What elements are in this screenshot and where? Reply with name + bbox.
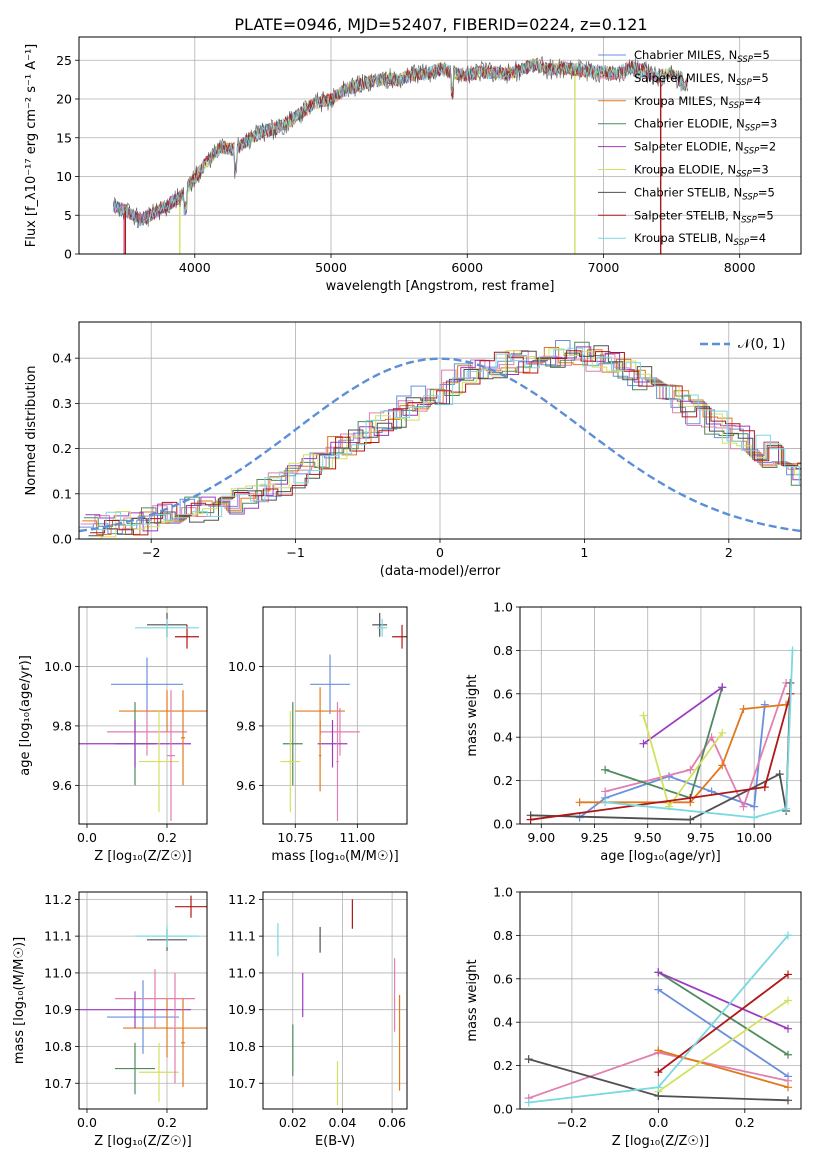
tick-label-x: 0.0 (77, 830, 97, 845)
x-axis-label: age [log₁₀(age/yr)] (600, 849, 721, 864)
x-axis-label: E(B-V) (315, 1134, 355, 1149)
tick-label-x: 10.75 (277, 830, 313, 845)
tick-label-y: 11.2 (44, 892, 72, 907)
tick-label-y: 0.4 (52, 351, 72, 366)
x-axis-label: Z [log₁₀(Z/Z☉)] (94, 1134, 191, 1149)
tick-label-y: 9.8 (52, 718, 72, 733)
tick-label-y: 10.8 (44, 1039, 72, 1054)
tick-label-y: 0.0 (493, 1102, 513, 1117)
tick-label-x: −2 (142, 545, 160, 560)
x-axis-label: wavelength [Angstrom, rest frame] (326, 279, 555, 294)
tick-label-x: 2 (725, 545, 733, 560)
x-axis-label: Z [log₁₀(Z/Z☉)] (612, 1134, 709, 1149)
tick-label-y: 0.6 (493, 971, 513, 986)
y-axis-label: mass [log₁₀(M/M☉)] (12, 937, 27, 1064)
tick-label-x: 0.2 (735, 1115, 755, 1130)
tick-label-x: 10.00 (736, 830, 772, 845)
y-axis-label: age [log₁₀(age/yr)] (18, 655, 33, 776)
tick-label-y: 0.4 (493, 1015, 513, 1030)
tick-label-x: 9.25 (581, 830, 609, 845)
tick-label-x: 9.00 (527, 830, 555, 845)
tick-label-y: 11.1 (228, 929, 256, 944)
y-axis-label: Normed distribution (24, 366, 39, 496)
tick-label-y: 9.8 (236, 718, 256, 733)
tick-label-x: 0 (436, 545, 444, 560)
tick-label-y: 11.1 (44, 929, 72, 944)
tick-label-y: 10.7 (44, 1076, 72, 1091)
x-axis-label: mass [log₁₀(M/M☉)] (271, 849, 398, 864)
tick-label-x: 8000 (724, 260, 756, 275)
tick-label-x: 9.75 (687, 830, 715, 845)
tick-label-y: 9.6 (236, 778, 256, 793)
tick-label-y: 11.2 (228, 892, 256, 907)
tick-label-y: 10.9 (44, 1002, 72, 1017)
tick-label-y: 1.0 (493, 600, 513, 615)
tick-label-y: 0.3 (52, 396, 72, 411)
tick-label-x: 1 (580, 545, 588, 560)
tick-label-y: 10.0 (228, 659, 256, 674)
tick-label-x: 7000 (588, 260, 620, 275)
tick-label-y: 11.0 (44, 965, 72, 980)
tick-label-y: 10 (56, 169, 72, 184)
tick-label-x: 11.00 (339, 830, 375, 845)
tick-label-x: 0.0 (648, 1115, 668, 1130)
tick-label-y: 10.7 (228, 1076, 256, 1091)
tick-label-y: 10.9 (228, 1002, 256, 1017)
tick-label-y: 1.0 (493, 885, 513, 900)
tick-label-x: 0.02 (279, 1115, 307, 1130)
tick-label-y: 0.0 (493, 817, 513, 832)
tick-label-x: 5000 (315, 260, 347, 275)
x-axis-label: Z [log₁₀(Z/Z☉)] (94, 849, 191, 864)
tick-label-y: 5 (64, 208, 72, 223)
tick-label-y: 9.6 (52, 778, 72, 793)
tick-label-x: 6000 (451, 260, 483, 275)
spectrum-title: PLATE=0946, MJD=52407, FIBERID=0224, z=0… (234, 15, 647, 34)
y-axis-label: mass weight (465, 959, 480, 1041)
tick-label-y: 0.2 (493, 1058, 513, 1073)
tick-label-y: 0.6 (493, 686, 513, 701)
tick-label-y: 0 (64, 247, 72, 262)
y-axis-label: Flux [f_λ10⁻¹⁷ erg cm⁻² s⁻¹ A⁻¹] (24, 44, 39, 248)
tick-label-y: 10.0 (44, 659, 72, 674)
tick-label-y: 0.4 (493, 730, 513, 745)
x-axis-label: (data-model)/error (380, 564, 501, 579)
tick-label-y: 15 (56, 130, 72, 145)
tick-label-x: 0.2 (157, 1115, 177, 1130)
tick-label-y: 0.0 (52, 532, 72, 547)
tick-label-x: −0.2 (557, 1115, 587, 1130)
tick-label-y: 25 (56, 53, 72, 68)
tick-label-x: 9.50 (634, 830, 662, 845)
tick-label-x: 0.0 (77, 1115, 97, 1130)
tick-label-y: 0.2 (493, 773, 513, 788)
normal-legend-label: 𝒩(0, 1) (738, 337, 785, 352)
tick-label-y: 0.8 (493, 643, 513, 658)
tick-label-x: 0.06 (378, 1115, 406, 1130)
tick-label-y: 0.1 (52, 486, 72, 501)
tick-label-y: 10.8 (228, 1039, 256, 1054)
y-axis-label: mass weight (465, 674, 480, 756)
tick-label-y: 0.2 (52, 441, 72, 456)
tick-label-y: 11.0 (228, 965, 256, 980)
tick-label-x: −1 (286, 545, 304, 560)
tick-label-x: 0.2 (157, 830, 177, 845)
tick-label-y: 0.8 (493, 928, 513, 943)
tick-label-x: 4000 (179, 260, 211, 275)
tick-label-x: 0.04 (329, 1115, 357, 1130)
tick-label-y: 20 (56, 92, 72, 107)
